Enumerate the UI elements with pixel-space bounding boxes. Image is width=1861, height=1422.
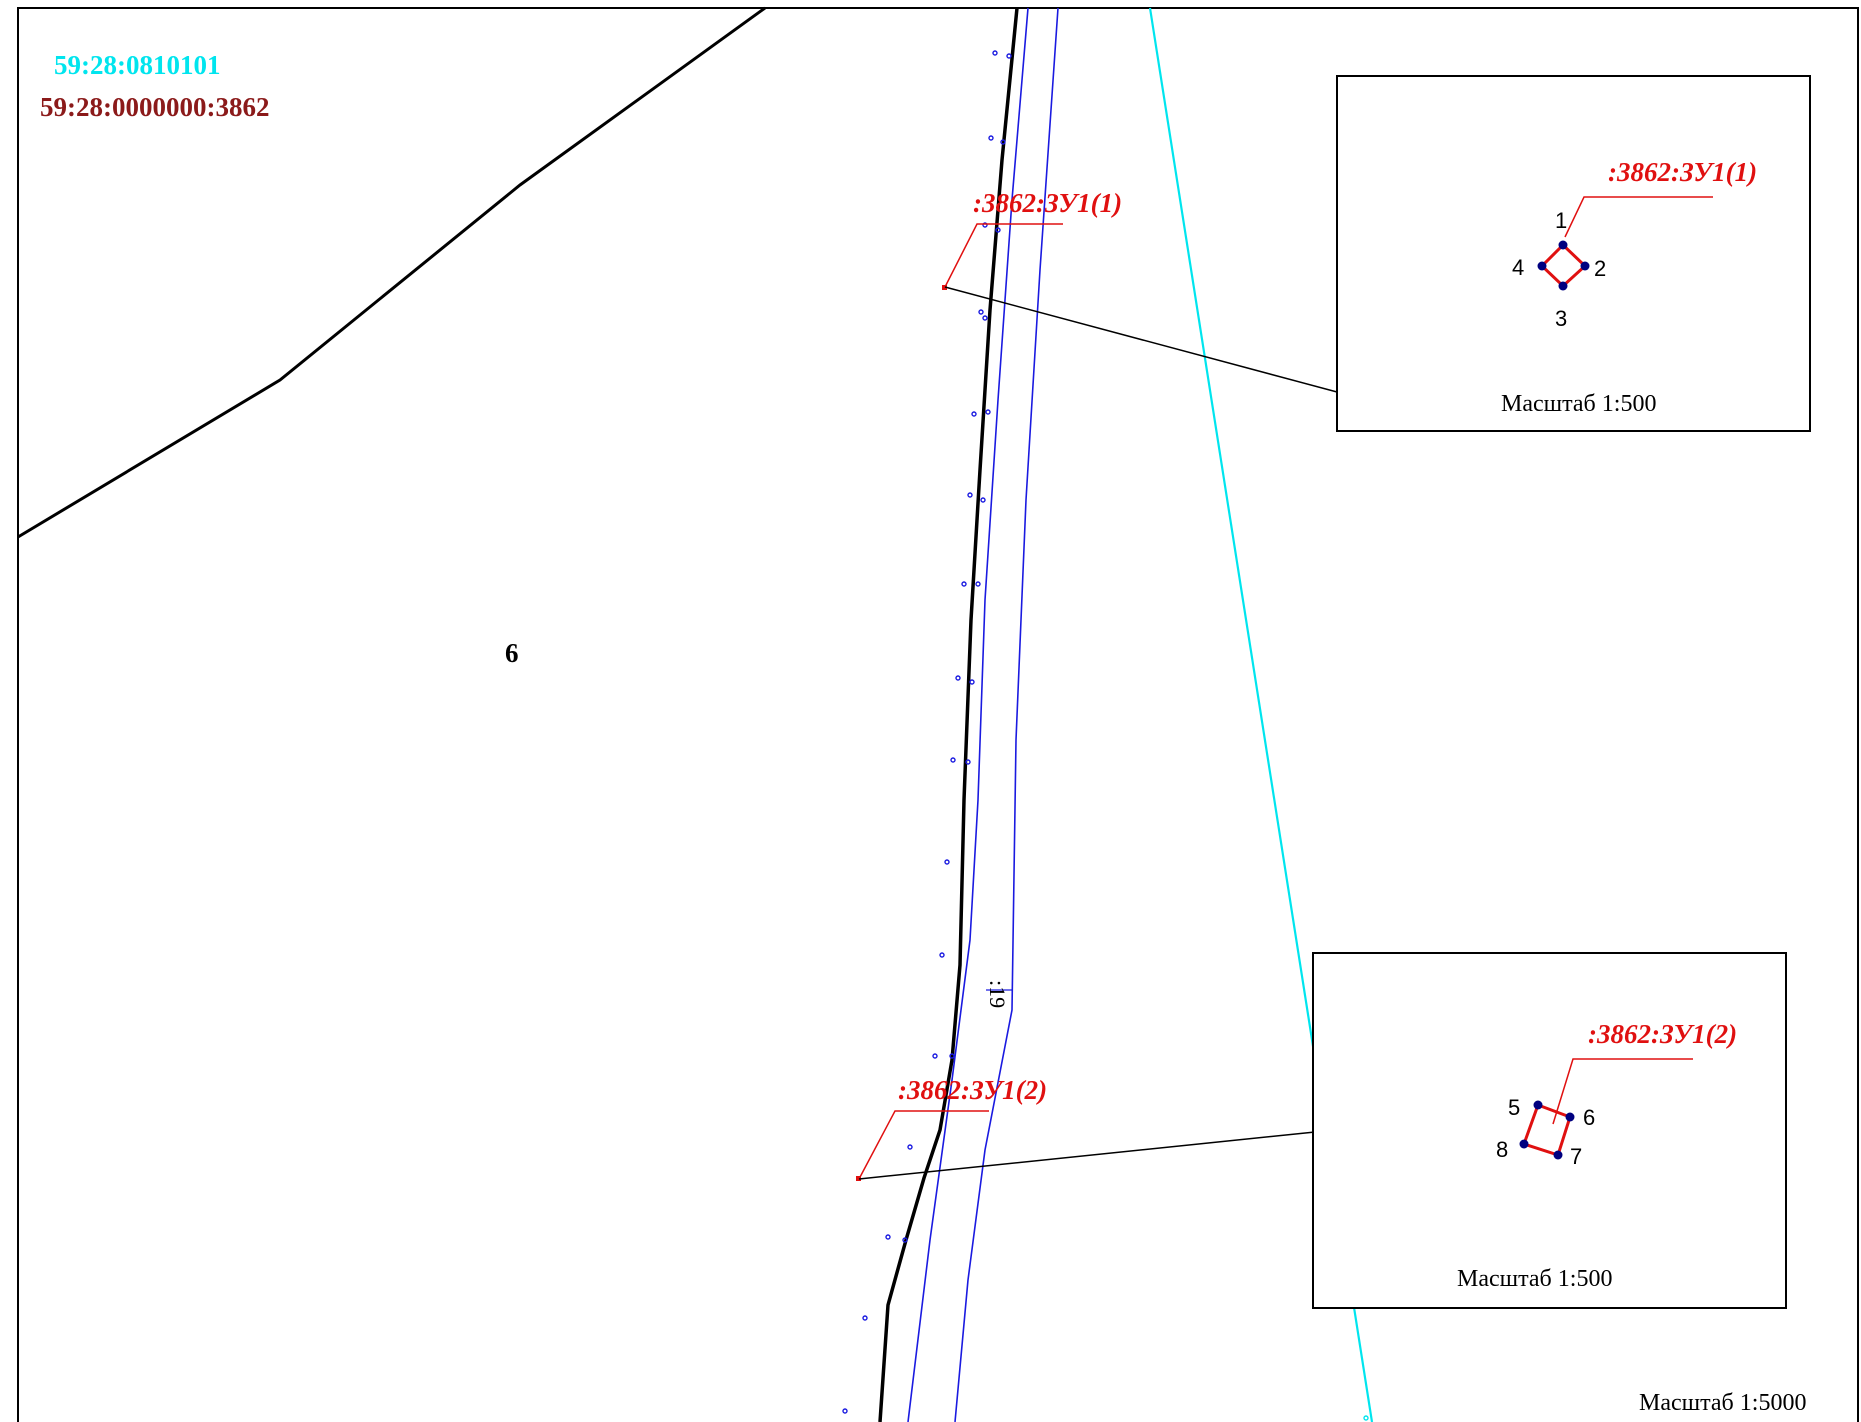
point-number-label: 8 xyxy=(1496,1137,1508,1162)
turning-point xyxy=(1553,1150,1563,1160)
survey-point xyxy=(988,135,994,141)
survey-point xyxy=(965,759,971,765)
point-number-label: 3 xyxy=(1555,306,1567,331)
area-number-label: 6 xyxy=(505,638,519,668)
survey-point xyxy=(950,757,956,763)
point-number-label: 1 xyxy=(1555,208,1567,233)
survey-point xyxy=(944,859,950,865)
road-edge-right xyxy=(954,7,1059,1422)
zu1-part1-callout-line xyxy=(944,286,1338,393)
diagonal-boundary-line xyxy=(17,6,766,539)
survey-point xyxy=(967,492,973,498)
parcel-number-label: 59:28:0000000:3862 xyxy=(40,92,269,122)
inset-frame xyxy=(1312,952,1787,1309)
inset-leader xyxy=(1552,1058,1693,1125)
survey-point xyxy=(907,1144,913,1150)
survey-point xyxy=(961,581,967,587)
survey-point xyxy=(1000,139,1006,145)
survey-point xyxy=(939,952,945,958)
road-label: :19 xyxy=(985,980,1010,1008)
survey-point xyxy=(995,227,1001,233)
point-number-label: 2 xyxy=(1594,256,1606,281)
survey-point xyxy=(982,315,988,321)
survey-point xyxy=(992,50,998,56)
main-scale-label: Масштаб 1:5000 xyxy=(1639,1390,1806,1416)
survey-point xyxy=(949,1053,955,1059)
parcel-boundary-line xyxy=(878,7,1019,1422)
zu1-part1-leader xyxy=(944,223,1063,288)
zu1-part1-point xyxy=(942,285,947,290)
map-frame xyxy=(17,7,1859,1422)
turning-point xyxy=(1537,261,1547,271)
inset-scale-label: Масштаб 1:500 xyxy=(1457,1266,1612,1292)
road-edge-left xyxy=(907,7,1029,1422)
survey-point xyxy=(885,1234,891,1240)
zu1-part2-marker: :3862:ЗУ1(2) xyxy=(856,1075,1316,1181)
survey-point xyxy=(955,675,961,681)
turning-point xyxy=(1580,261,1590,271)
survey-point xyxy=(982,222,988,228)
quarter-number-label: 59:28:0810101 xyxy=(54,50,220,80)
survey-point xyxy=(932,1053,938,1059)
inset-zu-label: :3862:ЗУ1(2) xyxy=(1588,1019,1737,1049)
survey-point xyxy=(862,1315,868,1321)
inset-scale-label: Масштаб 1:500 xyxy=(1501,391,1656,417)
turning-point xyxy=(1533,1100,1543,1110)
zu1-part1-marker: :3862:ЗУ1(1) xyxy=(942,188,1338,393)
survey-point xyxy=(980,497,986,503)
zu1-part2-label: :3862:ЗУ1(2) xyxy=(898,1075,1047,1105)
inset-zu1-part1: :3862:ЗУ1(1) 1 2 3 4 Масштаб 1:500 xyxy=(1336,75,1811,432)
point-number-label: 7 xyxy=(1570,1144,1582,1169)
zu1-part2-leader xyxy=(858,1110,989,1180)
survey-point xyxy=(978,309,984,315)
zu1-part1-label: :3862:ЗУ1(1) xyxy=(973,188,1122,218)
point-number-label: 4 xyxy=(1512,255,1524,280)
inset-zu1-part2: :3862:ЗУ1(2) 5 6 7 8 Масштаб 1:500 xyxy=(1312,952,1787,1309)
point-number-label: 6 xyxy=(1583,1105,1595,1130)
inset-leader xyxy=(1564,196,1713,238)
survey-point xyxy=(842,1408,848,1414)
survey-point xyxy=(971,411,977,417)
survey-point xyxy=(902,1237,908,1243)
survey-point xyxy=(1006,53,1012,59)
turning-point xyxy=(1558,240,1568,250)
turning-point xyxy=(1565,1112,1575,1122)
inset-zu-label: :3862:ЗУ1(1) xyxy=(1608,157,1757,187)
survey-point xyxy=(985,409,991,415)
survey-points-group xyxy=(842,50,1369,1421)
survey-point xyxy=(1363,1415,1369,1421)
survey-point xyxy=(969,679,975,685)
turning-point xyxy=(1519,1139,1529,1149)
zu1-part2-callout-line xyxy=(858,1131,1316,1180)
survey-point xyxy=(975,581,981,587)
turning-point xyxy=(1558,281,1568,291)
point-number-label: 5 xyxy=(1508,1095,1520,1120)
